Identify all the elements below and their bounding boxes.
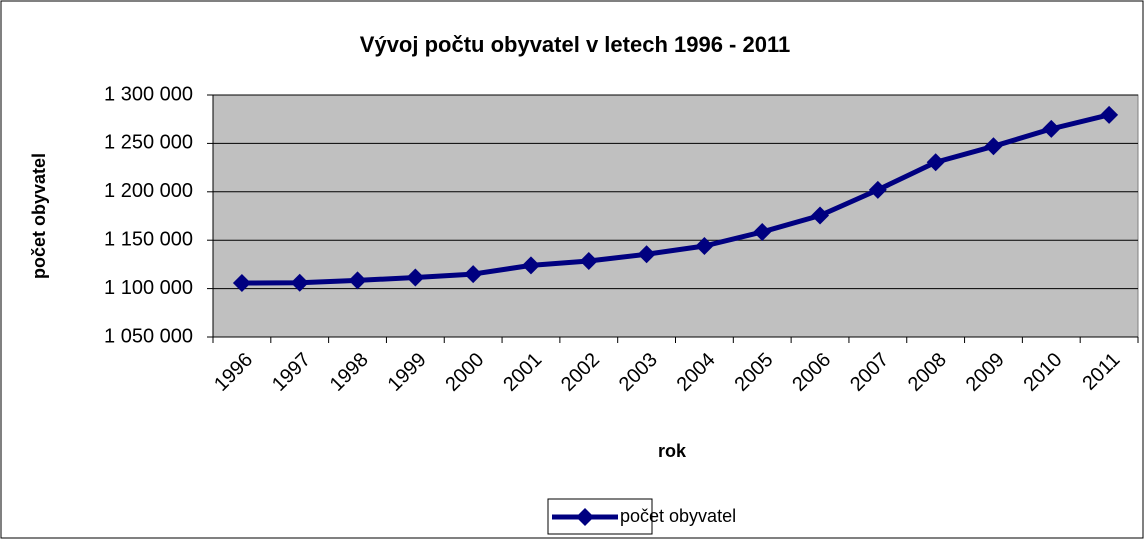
marker	[464, 265, 483, 284]
marker	[637, 245, 656, 264]
marker	[811, 206, 830, 225]
marker	[753, 222, 772, 241]
plot-area	[212, 94, 1139, 338]
marker	[348, 271, 367, 290]
marker	[868, 180, 887, 199]
y-tick-label: 1 200 000	[104, 180, 193, 202]
legend-marker	[576, 508, 594, 526]
y-tick-label: 1 150 000	[104, 228, 193, 250]
marker	[406, 268, 425, 287]
marker	[926, 153, 945, 172]
series-line	[241, 112, 1110, 286]
marker	[984, 137, 1003, 156]
y-tick-label: 1 100 000	[104, 277, 193, 299]
y-tick-label: 1 250 000	[104, 132, 193, 154]
legend-label: počet obyvatel	[620, 506, 736, 526]
marker	[290, 273, 309, 292]
y-tick-label: 1 050 000	[104, 325, 193, 347]
marker	[1100, 105, 1119, 124]
marker	[1042, 119, 1061, 138]
marker	[521, 256, 540, 275]
y-tick-label: 1 300 000	[104, 83, 193, 105]
chart-title: Vývoj počtu obyvatel v letech 1996 - 201…	[360, 32, 790, 57]
marker	[232, 273, 251, 292]
marker	[695, 237, 714, 256]
y-axis-title: počet obyvatel	[29, 153, 49, 279]
marker	[579, 252, 598, 271]
x-axis-title: rok	[658, 441, 687, 461]
